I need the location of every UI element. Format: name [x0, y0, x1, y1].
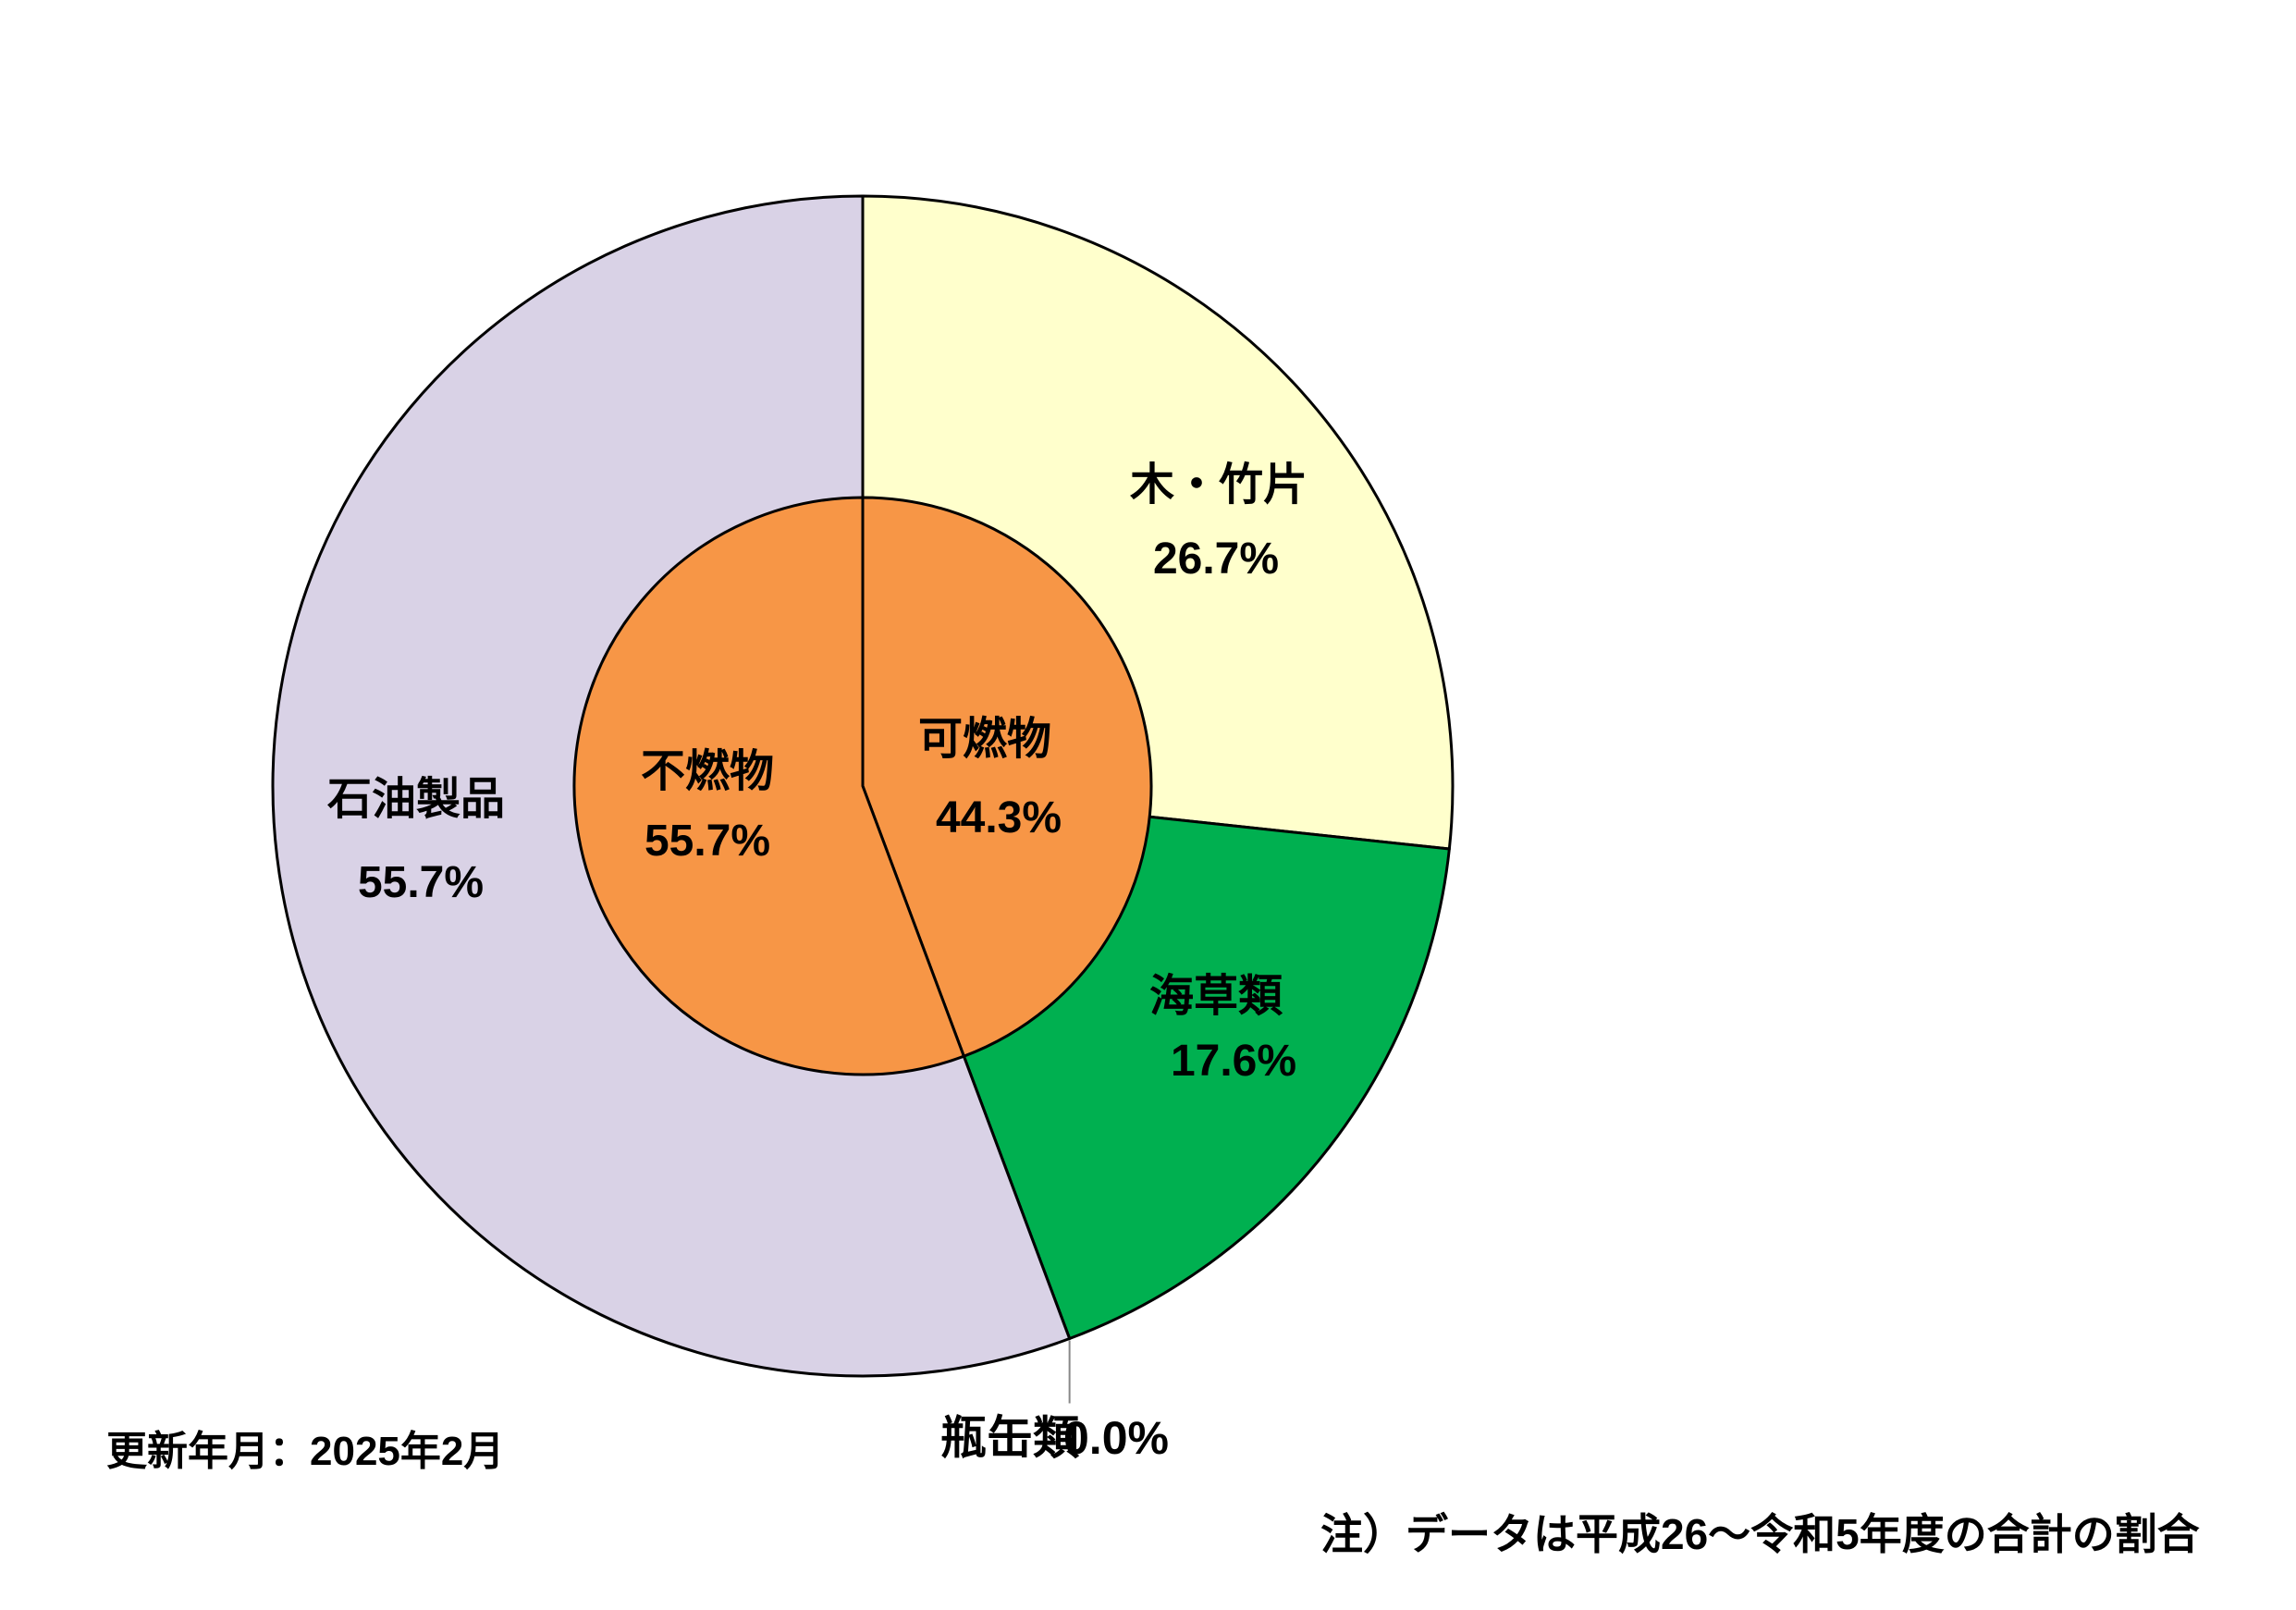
inner-slice-0	[861, 496, 1153, 1058]
value-petroleum-products: 55.7%	[358, 858, 484, 907]
label-noncombustible: 不燃物	[641, 747, 774, 796]
update-date: 更新年月：2025年2月	[106, 1429, 505, 1474]
inner-pie	[572, 496, 1153, 1076]
label-wood-bamboo: 木・竹片	[1130, 461, 1308, 510]
label-combustible: 可燃物	[918, 715, 1051, 764]
label-seaweed: 海草類	[1149, 972, 1283, 1021]
value-wood-bamboo: 26.7%	[1153, 535, 1279, 584]
value-bottles-cans: 0.0%	[1063, 1412, 1169, 1464]
value-noncombustible: 55.7%	[645, 817, 770, 866]
value-combustible: 44.3%	[936, 793, 1062, 842]
value-seaweed: 17.6%	[1171, 1037, 1296, 1086]
inner-slice-1	[572, 496, 965, 1076]
label-bottles-cans: 瓶缶類	[940, 1412, 1080, 1464]
footnote: 注）データは平成26～令和5年度の合計の割合	[1320, 1510, 2200, 1558]
label-petroleum-products: 石油製品	[327, 775, 505, 824]
